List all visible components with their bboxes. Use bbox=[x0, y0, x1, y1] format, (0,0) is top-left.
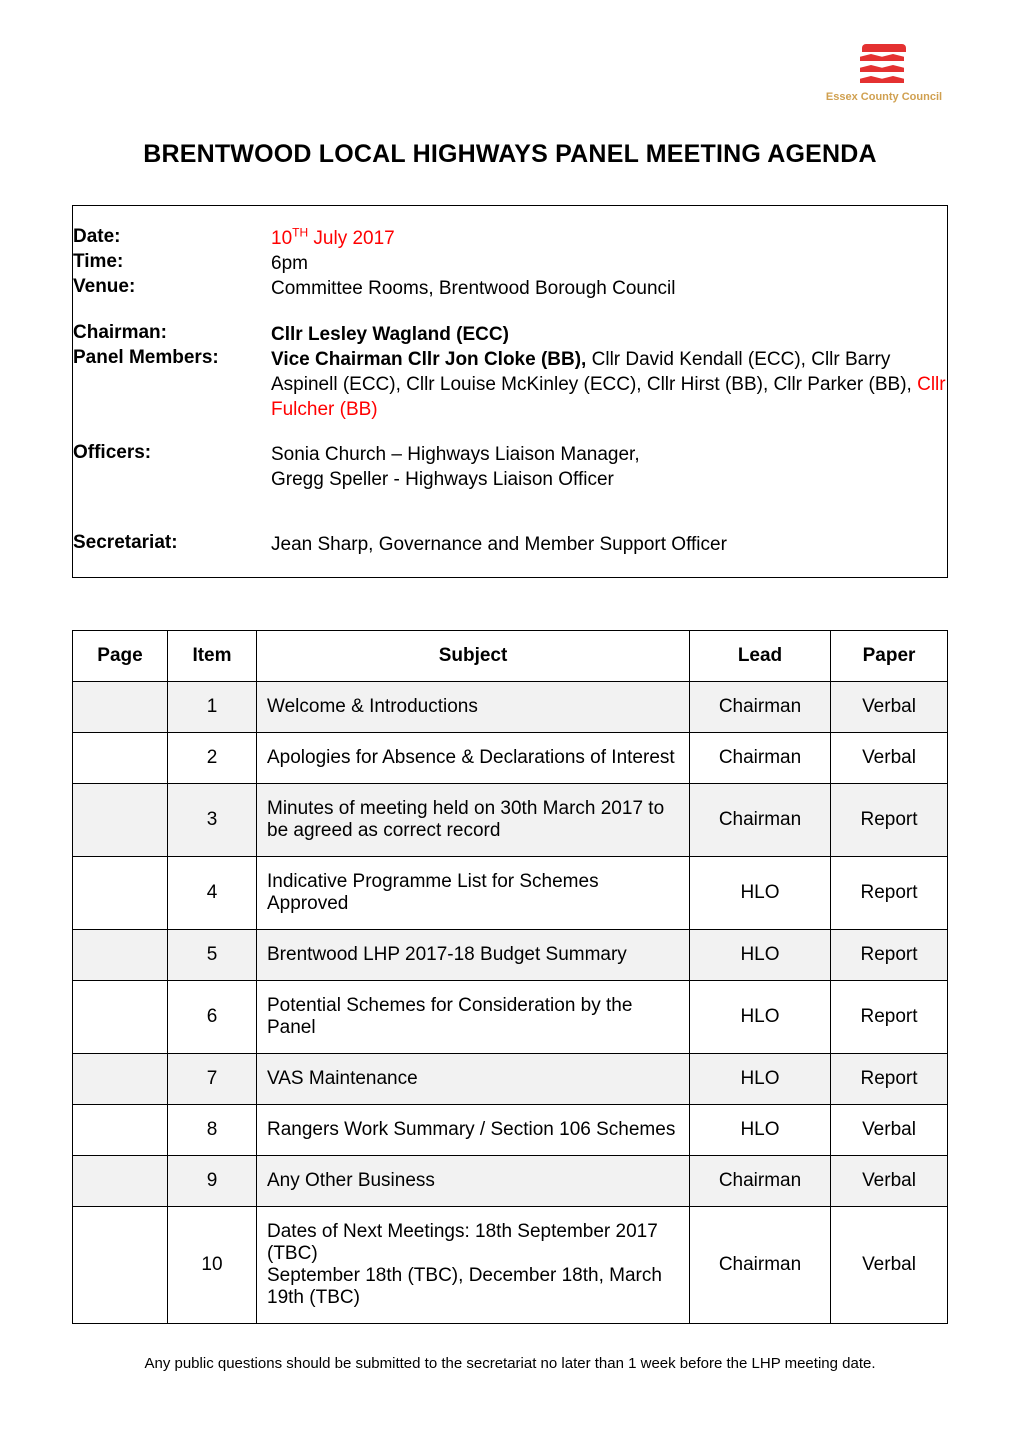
panel-label: Panel Members: bbox=[73, 347, 272, 422]
secretariat-label: Secretariat: bbox=[73, 532, 272, 557]
cell-paper: Report bbox=[831, 784, 948, 857]
cell-page bbox=[73, 784, 168, 857]
table-row: 7VAS MaintenanceHLOReport bbox=[73, 1054, 948, 1105]
table-row: 1Welcome & IntroductionsChairmanVerbal bbox=[73, 682, 948, 733]
cell-lead: Chairman bbox=[690, 1207, 831, 1324]
panel-value: Vice Chairman Cllr Jon Cloke (BB), Cllr … bbox=[271, 347, 948, 422]
officers-value: Sonia Church – Highways Liaison Manager,… bbox=[271, 442, 948, 492]
cell-subject: Any Other Business bbox=[257, 1156, 690, 1207]
cell-page bbox=[73, 981, 168, 1054]
cell-paper: Report bbox=[831, 930, 948, 981]
cell-item: 5 bbox=[168, 930, 257, 981]
cell-lead: HLO bbox=[690, 857, 831, 930]
time-label: Time: bbox=[73, 251, 272, 276]
cell-paper: Verbal bbox=[831, 1156, 948, 1207]
cell-lead: Chairman bbox=[690, 1156, 831, 1207]
cell-subject: Welcome & Introductions bbox=[257, 682, 690, 733]
time-value: 6pm bbox=[271, 251, 948, 276]
cell-item: 8 bbox=[168, 1105, 257, 1156]
cell-subject: Minutes of meeting held on 30th March 20… bbox=[257, 784, 690, 857]
col-paper-header: Paper bbox=[831, 631, 948, 682]
cell-item: 7 bbox=[168, 1054, 257, 1105]
cell-page bbox=[73, 930, 168, 981]
cell-page bbox=[73, 1054, 168, 1105]
cell-lead: HLO bbox=[690, 930, 831, 981]
chairman-label: Chairman: bbox=[73, 322, 272, 347]
table-row: 4Indicative Programme List for Schemes A… bbox=[73, 857, 948, 930]
cell-item: 9 bbox=[168, 1156, 257, 1207]
cell-lead: HLO bbox=[690, 981, 831, 1054]
col-lead-header: Lead bbox=[690, 631, 831, 682]
cell-item: 4 bbox=[168, 857, 257, 930]
cell-page bbox=[73, 1156, 168, 1207]
officers-label: Officers: bbox=[73, 442, 272, 492]
logo-text: Essex County Council bbox=[824, 91, 944, 103]
cell-paper: Report bbox=[831, 857, 948, 930]
cell-paper: Verbal bbox=[831, 682, 948, 733]
cell-page bbox=[73, 682, 168, 733]
table-row: 8Rangers Work Summary / Section 106 Sche… bbox=[73, 1105, 948, 1156]
agenda-header-row: Page Item Subject Lead Paper bbox=[73, 631, 948, 682]
cell-item: 6 bbox=[168, 981, 257, 1054]
table-row: 2Apologies for Absence & Declarations of… bbox=[73, 733, 948, 784]
cell-lead: HLO bbox=[690, 1105, 831, 1156]
col-subject-header: Subject bbox=[257, 631, 690, 682]
cell-subject: Indicative Programme List for Schemes Ap… bbox=[257, 857, 690, 930]
cell-lead: Chairman bbox=[690, 733, 831, 784]
cell-paper: Verbal bbox=[831, 1207, 948, 1324]
page-title: BRENTWOOD LOCAL HIGHWAYS PANEL MEETING A… bbox=[72, 140, 948, 169]
page: Essex County Council BRENTWOOD LOCAL HIG… bbox=[0, 0, 1020, 1442]
cell-lead: HLO bbox=[690, 1054, 831, 1105]
cell-lead: Chairman bbox=[690, 784, 831, 857]
info-table: Date: 10TH July 2017 Time: 6pm Venue: Co… bbox=[72, 205, 948, 578]
cell-paper: Verbal bbox=[831, 1105, 948, 1156]
cell-paper: Report bbox=[831, 981, 948, 1054]
table-row: 10Dates of Next Meetings: 18th September… bbox=[73, 1207, 948, 1324]
cell-subject: Dates of Next Meetings: 18th September 2… bbox=[257, 1207, 690, 1324]
cell-paper: Report bbox=[831, 1054, 948, 1105]
footnote: Any public questions should be submitted… bbox=[72, 1354, 948, 1374]
cell-subject: Potential Schemes for Consideration by t… bbox=[257, 981, 690, 1054]
venue-label: Venue: bbox=[73, 276, 272, 301]
date-label: Date: bbox=[73, 226, 272, 251]
venue-value: Committee Rooms, Brentwood Borough Counc… bbox=[271, 276, 948, 301]
cell-subject: Rangers Work Summary / Section 106 Schem… bbox=[257, 1105, 690, 1156]
cell-paper: Verbal bbox=[831, 733, 948, 784]
cell-page bbox=[73, 1105, 168, 1156]
table-row: 6Potential Schemes for Consideration by … bbox=[73, 981, 948, 1054]
cell-page bbox=[73, 857, 168, 930]
cell-page bbox=[73, 1207, 168, 1324]
table-row: 5Brentwood LHP 2017-18 Budget SummaryHLO… bbox=[73, 930, 948, 981]
logo-mark bbox=[860, 44, 908, 84]
chairman-value: Cllr Lesley Wagland (ECC) bbox=[271, 322, 948, 347]
cell-item: 3 bbox=[168, 784, 257, 857]
cell-subject: Apologies for Absence & Declarations of … bbox=[257, 733, 690, 784]
secretariat-value: Jean Sharp, Governance and Member Suppor… bbox=[271, 532, 948, 557]
table-row: 9Any Other BusinessChairmanVerbal bbox=[73, 1156, 948, 1207]
date-value: 10TH July 2017 bbox=[271, 226, 948, 251]
col-page-header: Page bbox=[73, 631, 168, 682]
logo: Essex County Council bbox=[824, 44, 944, 103]
cell-page bbox=[73, 733, 168, 784]
cell-subject: VAS Maintenance bbox=[257, 1054, 690, 1105]
cell-subject: Brentwood LHP 2017-18 Budget Summary bbox=[257, 930, 690, 981]
cell-item: 2 bbox=[168, 733, 257, 784]
agenda-table: Page Item Subject Lead Paper 1Welcome & … bbox=[72, 630, 948, 1324]
table-row: 3Minutes of meeting held on 30th March 2… bbox=[73, 784, 948, 857]
cell-item: 1 bbox=[168, 682, 257, 733]
cell-item: 10 bbox=[168, 1207, 257, 1324]
col-item-header: Item bbox=[168, 631, 257, 682]
cell-lead: Chairman bbox=[690, 682, 831, 733]
